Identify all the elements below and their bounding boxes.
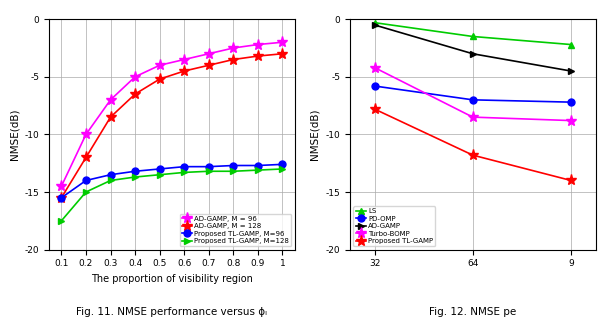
Legend: LS, PD-OMP, AD-GAMP, Turbo-BOMP, Proposed TL-GAMP: LS, PD-OMP, AD-GAMP, Turbo-BOMP, Propose… <box>354 206 435 246</box>
Proposed TL-GAMP, M=128 <box>279 167 286 171</box>
AD-GAMP <box>567 69 575 73</box>
AD-GAMP, M = 128 <box>230 58 237 61</box>
Text: Fig. 11. NMSE performance versus ϕₗ: Fig. 11. NMSE performance versus ϕₗ <box>77 307 267 317</box>
AD-GAMP, M = 96 <box>131 75 139 79</box>
Line: AD-GAMP, M = 128: AD-GAMP, M = 128 <box>56 48 288 203</box>
AD-GAMP <box>371 23 378 27</box>
AD-GAMP, M = 96 <box>82 132 90 136</box>
AD-GAMP, M = 128 <box>205 63 212 67</box>
AD-GAMP, M = 96 <box>156 63 163 67</box>
Line: AD-GAMP, M = 96: AD-GAMP, M = 96 <box>56 37 288 192</box>
AD-GAMP, M = 128 <box>82 156 90 159</box>
AD-GAMP, M = 128 <box>131 92 139 96</box>
Proposed TL-GAMP, M=128 <box>131 175 139 179</box>
Proposed TL-GAMP <box>469 153 476 157</box>
AD-GAMP, M = 96 <box>58 184 65 188</box>
AD-GAMP, M = 128 <box>181 69 188 73</box>
Turbo-BOMP <box>567 119 575 123</box>
Turbo-BOMP <box>371 66 378 69</box>
Proposed TL-GAMP <box>567 179 575 182</box>
Proposed TL-GAMP, M=96 <box>279 163 286 166</box>
Proposed TL-GAMP, M=96 <box>131 169 139 173</box>
AD-GAMP, M = 128 <box>156 77 163 81</box>
Proposed TL-GAMP, M=96 <box>230 164 237 167</box>
AD-GAMP, M = 128 <box>107 115 114 119</box>
AD-GAMP, M = 96 <box>107 98 114 102</box>
Line: PD-OMP: PD-OMP <box>371 83 575 106</box>
LS <box>371 21 378 25</box>
Legend: AD-GAMP, M = 96, AD-GAMP, M = 128, Proposed TL-GAMP, M=96, Proposed TL-GAMP, M=1: AD-GAMP, M = 96, AD-GAMP, M = 128, Propo… <box>180 214 291 246</box>
Proposed TL-GAMP, M=128 <box>230 169 237 173</box>
Proposed TL-GAMP, M=128 <box>58 219 65 223</box>
Line: AD-GAMP: AD-GAMP <box>371 21 575 75</box>
PD-OMP <box>371 84 378 88</box>
Line: Proposed TL-GAMP, M=96: Proposed TL-GAMP, M=96 <box>58 161 286 201</box>
AD-GAMP, M = 96 <box>254 43 262 46</box>
PD-OMP <box>469 98 476 102</box>
Y-axis label: NMSE(dB): NMSE(dB) <box>9 109 19 160</box>
PD-OMP <box>567 100 575 104</box>
Proposed TL-GAMP, M=128 <box>107 179 114 182</box>
Line: Proposed TL-GAMP: Proposed TL-GAMP <box>369 103 577 186</box>
Proposed TL-GAMP, M=128 <box>254 168 262 172</box>
Line: LS: LS <box>371 19 575 48</box>
Proposed TL-GAMP, M=96 <box>254 164 262 167</box>
Text: Fig. 12. NMSE pe: Fig. 12. NMSE pe <box>429 307 516 317</box>
Proposed TL-GAMP <box>371 107 378 111</box>
AD-GAMP, M = 96 <box>230 46 237 50</box>
Proposed TL-GAMP, M=96 <box>58 196 65 200</box>
AD-GAMP, M = 128 <box>254 54 262 58</box>
Proposed TL-GAMP, M=128 <box>181 171 188 174</box>
Proposed TL-GAMP, M=128 <box>205 169 212 173</box>
AD-GAMP, M = 96 <box>181 58 188 61</box>
AD-GAMP <box>469 52 476 56</box>
AD-GAMP, M = 128 <box>58 196 65 200</box>
Proposed TL-GAMP, M=96 <box>82 179 90 182</box>
X-axis label: The proportion of visibility region: The proportion of visibility region <box>91 274 253 284</box>
AD-GAMP, M = 128 <box>279 52 286 56</box>
Proposed TL-GAMP, M=128 <box>82 190 90 194</box>
Turbo-BOMP <box>469 115 476 119</box>
Y-axis label: NMSE(dB): NMSE(dB) <box>310 109 320 160</box>
Line: Proposed TL-GAMP, M=128: Proposed TL-GAMP, M=128 <box>58 165 286 224</box>
Line: Turbo-BOMP: Turbo-BOMP <box>369 62 577 126</box>
LS <box>567 43 575 46</box>
Proposed TL-GAMP, M=96 <box>107 173 114 177</box>
Proposed TL-GAMP, M=96 <box>181 165 188 169</box>
LS <box>469 35 476 38</box>
Proposed TL-GAMP, M=128 <box>156 173 163 177</box>
AD-GAMP, M = 96 <box>279 40 286 44</box>
Proposed TL-GAMP, M=96 <box>205 165 212 169</box>
AD-GAMP, M = 96 <box>205 52 212 56</box>
Proposed TL-GAMP, M=96 <box>156 167 163 171</box>
